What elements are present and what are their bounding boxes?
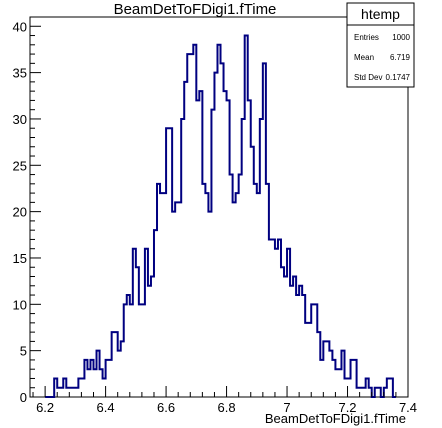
y-tick-label: 25: [13, 158, 27, 173]
y-tick-label: 40: [13, 19, 27, 34]
x-tick-label: 6.8: [218, 400, 236, 415]
y-tick-label: 35: [13, 66, 27, 81]
stats-box: htemp Entries 1000 Mean 6.719 Std Dev 0.…: [346, 2, 415, 88]
y-axis: 0 5 10 15 20 25 30 35 40: [13, 16, 41, 405]
stats-box-name: htemp: [361, 6, 400, 22]
x-tick-label: 6.4: [97, 400, 115, 415]
y-tick-label: 0: [20, 390, 27, 405]
stats-mean-value: 6.719: [390, 53, 411, 62]
x-tick-label: 7: [283, 400, 290, 415]
stats-stddev-label: Std Dev: [354, 73, 382, 82]
y-tick-label: 5: [20, 344, 27, 359]
x-tick-label: 7.4: [399, 400, 417, 415]
x-tick-label: 6.6: [157, 400, 175, 415]
x-tick-label: 7.2: [338, 400, 356, 415]
histogram-line: [45, 34, 396, 398]
x-axis: 6.2 6.4 6.6 6.8 7 7.2 7.4: [32, 386, 417, 415]
stats-entries-value: 1000: [392, 33, 410, 42]
stats-entries-label: Entries: [354, 33, 379, 42]
y-tick-label: 30: [13, 112, 27, 127]
stats-stddev-value: 0.1747: [386, 73, 411, 82]
y-tick-label: 10: [13, 297, 27, 312]
x-axis-title: BeamDetToFDigi1.fTime: [265, 411, 406, 426]
chart-title: BeamDetToFDigi1.fTime: [114, 1, 277, 18]
y-tick-label: 20: [13, 205, 27, 220]
stats-mean-label: Mean: [354, 53, 374, 62]
stats-box-frame: [346, 2, 415, 88]
x-tick-label: 6.2: [36, 400, 54, 415]
plot-frame: [29, 16, 409, 398]
y-tick-label: 15: [13, 251, 27, 266]
